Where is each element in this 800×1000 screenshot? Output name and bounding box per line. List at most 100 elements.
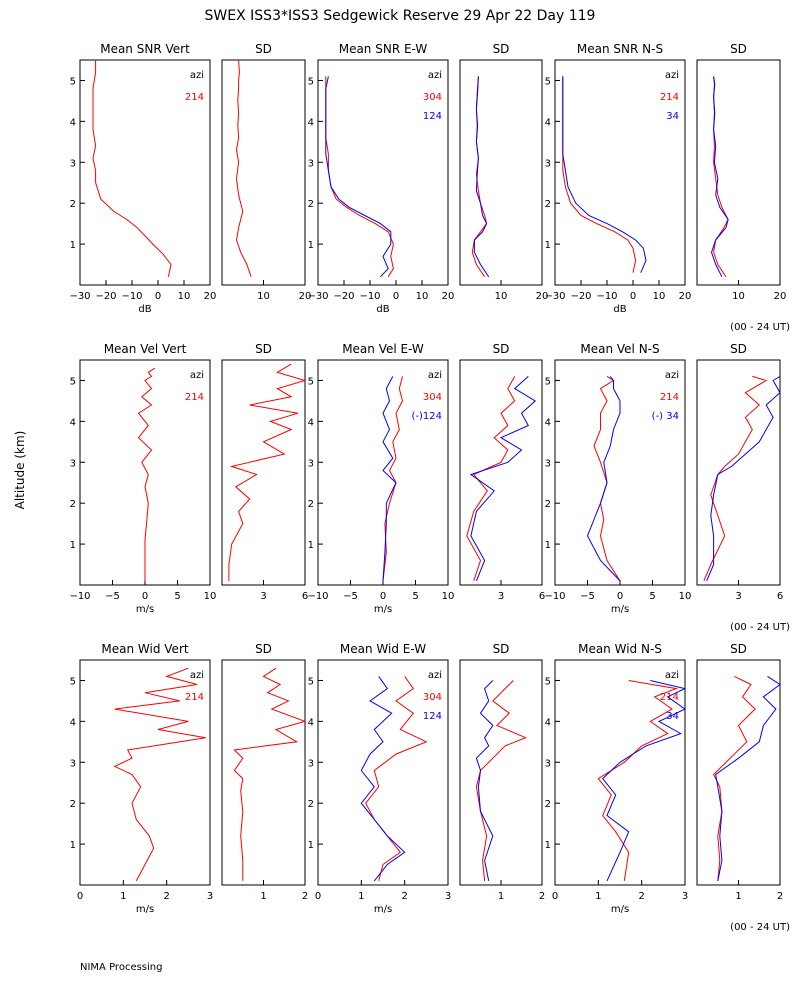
y-tick-label: 4 <box>545 117 551 128</box>
x-tick-label: 5 <box>412 591 418 602</box>
legend-entry: 214 <box>185 392 204 403</box>
x-tick-label: 20 <box>204 291 217 302</box>
panel-vel-vert: Mean Vel Vert −10 −5 0 5 10 1 2 3 4 5 m/s azi 214 <box>69 342 216 615</box>
panel-vel-ew: Mean Vel E-W −10 −5 0 5 10 1 2 3 4 5 m/s azi 304 (-)12… <box>307 342 454 615</box>
panel-title: Mean Vel N-S <box>580 342 659 356</box>
series-line-214 <box>713 76 729 278</box>
panel-frame <box>317 659 449 886</box>
series-line-34 <box>602 680 685 882</box>
x-tick-label: 5 <box>649 591 655 602</box>
series-line-34 <box>710 76 729 278</box>
panel-snr-ew: Mean SNR E-W −30 −20 −10 0 10 20 1 2 3 4 5 dB azi 304 1… <box>307 42 454 315</box>
y-tick-label: 1 <box>545 240 551 251</box>
time-range-label-row1: (00 - 24 UT) <box>730 322 790 333</box>
x-axis-label: dB <box>376 304 389 315</box>
x-tick-label: −30 <box>544 291 565 302</box>
legend-header: azi <box>665 670 679 681</box>
series-line-124 <box>469 376 537 582</box>
panel-vel-ew-sd: SD 3 6 <box>459 342 545 602</box>
footer-label: NIMA Processing <box>80 962 162 973</box>
y-tick-label: 4 <box>70 117 76 128</box>
y-tick-label: 2 <box>70 499 76 510</box>
panel-title: Mean Wid Vert <box>101 642 188 656</box>
panel-title: SD <box>730 642 747 656</box>
y-tick-label: 2 <box>70 799 76 810</box>
panel-title: Mean SNR E-W <box>339 42 428 56</box>
y-tick-label: 1 <box>308 540 314 551</box>
x-tick-label: 0 <box>380 591 386 602</box>
x-tick-label: −10 <box>596 291 617 302</box>
panel-snr-vert-sd: SD 10 20 <box>221 42 311 302</box>
y-tick-label: 3 <box>308 158 314 169</box>
panel-wid-vert-sd: SD 1 2 <box>221 642 308 902</box>
x-tick-label: −20 <box>333 291 354 302</box>
panel-frame <box>221 59 306 286</box>
x-tick-label: 2 <box>777 891 783 902</box>
panel-title: Mean Wid N-S <box>578 642 662 656</box>
panel-frame <box>696 59 781 286</box>
series-line-214 <box>233 667 305 881</box>
legend-header: azi <box>665 370 679 381</box>
x-tick-label: 6 <box>539 591 545 602</box>
x-tick-label: −30 <box>307 291 328 302</box>
series-line-304 <box>365 676 428 882</box>
legend-entry: 304 <box>423 92 442 103</box>
series-line-34 <box>706 375 780 582</box>
x-tick-label: 0 <box>393 291 399 302</box>
x-tick-label: 20 <box>774 291 787 302</box>
time-range-label-row3: (00 - 24 UT) <box>730 922 790 933</box>
y-tick-label: 2 <box>308 499 314 510</box>
y-tick-label: 5 <box>308 376 314 387</box>
x-tick-label: −10 <box>121 291 142 302</box>
panel-frame <box>79 659 211 886</box>
panel-frame <box>221 359 306 586</box>
y-tick-label: 2 <box>545 199 551 210</box>
x-tick-label: 10 <box>732 291 745 302</box>
y-tick-label: 4 <box>308 117 314 128</box>
series-line-124 <box>382 376 397 581</box>
y-axis-label: Altitude (km) <box>13 431 27 510</box>
series-line-214 <box>562 76 637 273</box>
y-tick-label: 3 <box>70 158 76 169</box>
x-tick-label: 0 <box>77 891 83 902</box>
y-tick-label: 1 <box>70 540 76 551</box>
legend-header: azi <box>190 670 204 681</box>
panel-title: SD <box>255 342 272 356</box>
y-tick-label: 5 <box>545 76 551 87</box>
y-tick-label: 5 <box>545 376 551 387</box>
x-tick-label: 0 <box>630 291 636 302</box>
x-tick-label: −5 <box>343 591 358 602</box>
legend-entry: (-) 34 <box>652 411 679 422</box>
series-line-214 <box>712 675 756 881</box>
x-tick-label: 1 <box>595 891 601 902</box>
x-tick-label: 0 <box>142 591 148 602</box>
y-tick-label: 3 <box>70 758 76 769</box>
x-tick-label: 10 <box>442 591 455 602</box>
legend-entry: 214 <box>185 692 204 703</box>
y-tick-label: 5 <box>70 76 76 87</box>
y-tick-label: 3 <box>308 458 314 469</box>
x-tick-label: 0 <box>155 291 161 302</box>
panel-title: Mean SNR N-S <box>577 42 663 56</box>
x-tick-label: 20 <box>536 291 549 302</box>
panel-snr-ns: Mean SNR N-S−30 −20 −10 0 10 2012345dBazi2143… <box>544 42 691 315</box>
series-line-124 <box>360 676 406 882</box>
legend-entry: 124 <box>423 111 442 122</box>
y-tick-label: 4 <box>308 717 314 728</box>
panel-title: SD <box>255 642 272 656</box>
series-line-304 <box>466 376 516 582</box>
panel-wid-vert: Mean Wid Vert 0 1 2 3 1 2 3 4 5 m/s azi 214 <box>70 642 214 915</box>
y-tick-label: 4 <box>70 417 76 428</box>
y-tick-label: 2 <box>70 199 76 210</box>
series-line-214 <box>597 680 679 881</box>
panel-frame <box>459 359 543 586</box>
legend-entry: 304 <box>423 692 442 703</box>
series-line-214 <box>113 667 206 882</box>
y-tick-label: 1 <box>70 240 76 251</box>
x-axis-label: m/s <box>611 904 629 915</box>
legend-header: azi <box>428 70 442 81</box>
y-tick-label: 1 <box>70 840 76 851</box>
x-axis-label: m/s <box>136 904 154 915</box>
x-tick-label: −20 <box>95 291 116 302</box>
panel-title: SD <box>493 642 510 656</box>
